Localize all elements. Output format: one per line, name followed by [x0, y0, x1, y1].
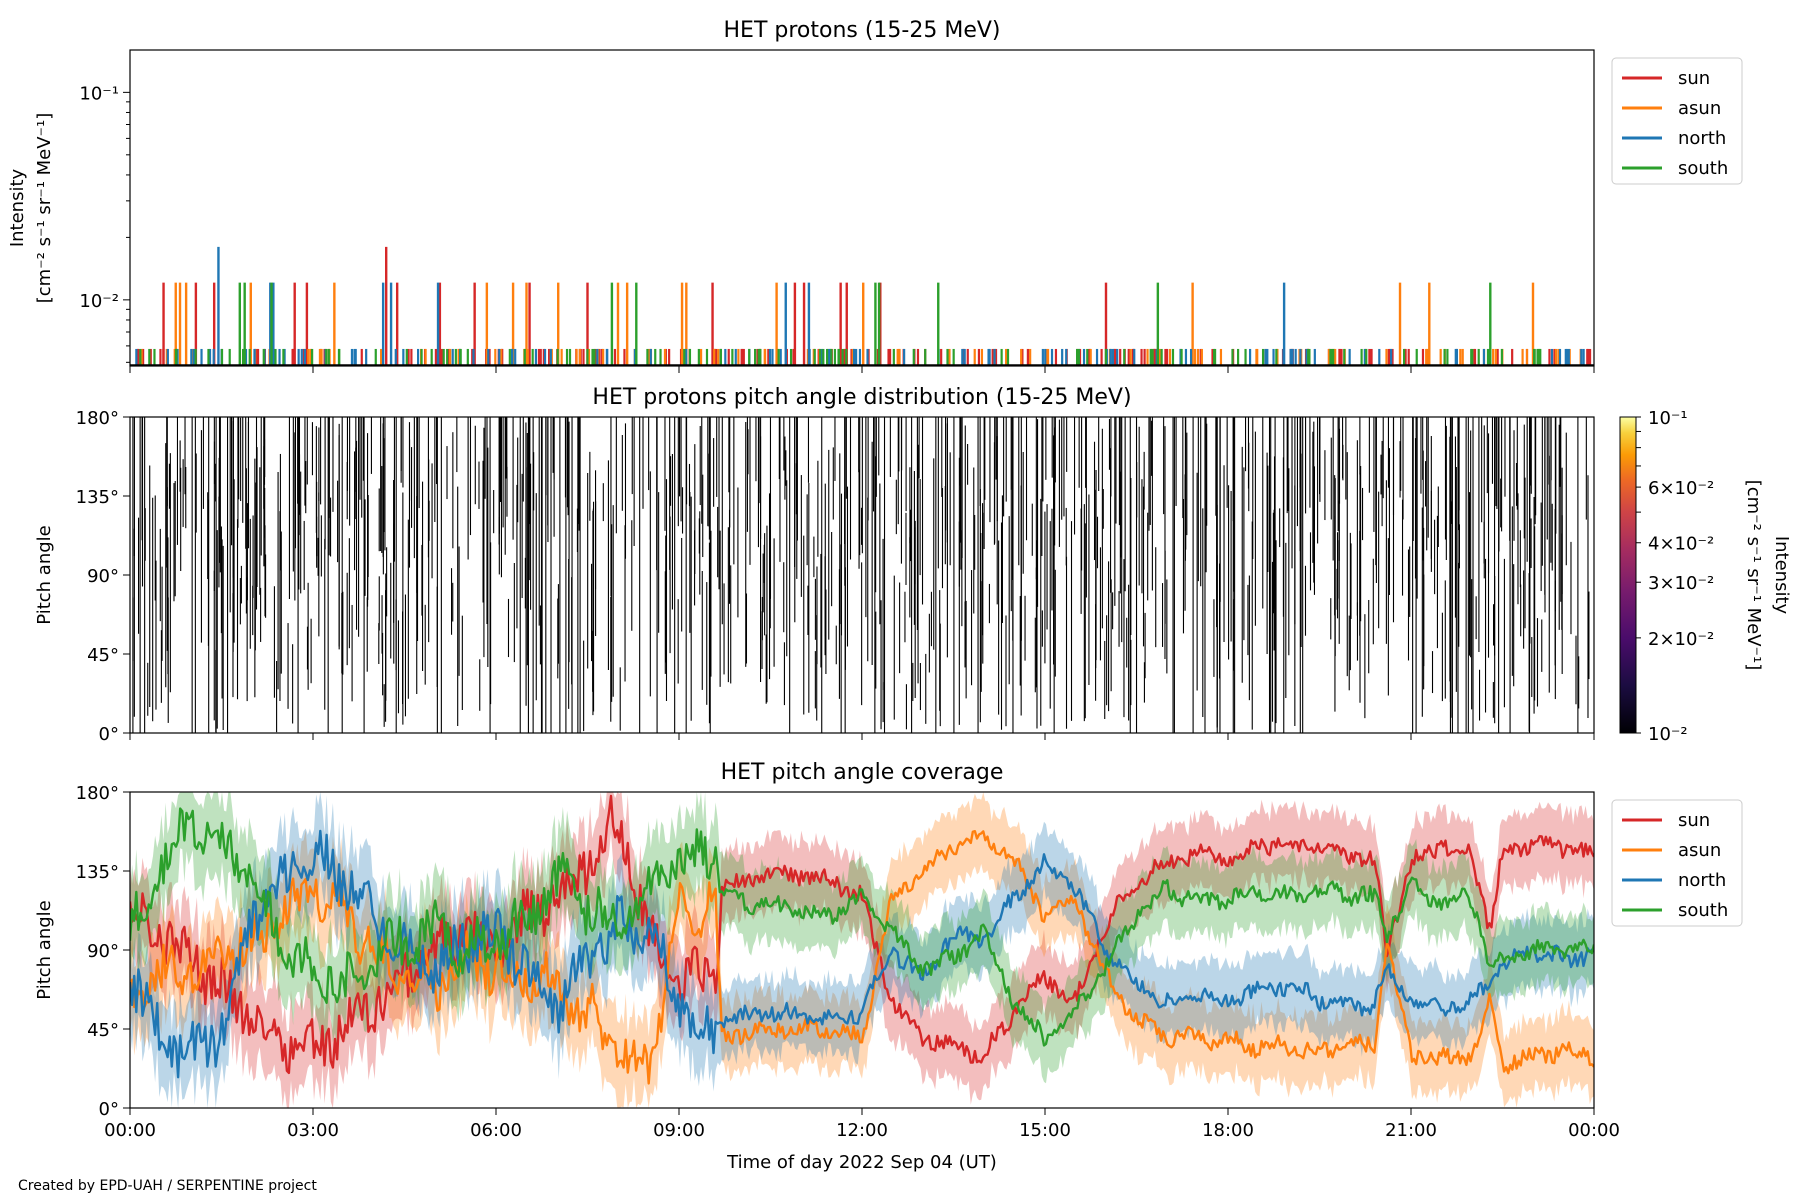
legend-label-asun: asun	[1678, 98, 1721, 119]
x-tick-label: 03:00	[287, 1120, 339, 1141]
y-tick-label: 135°	[76, 862, 119, 883]
legend-label-asun: asun	[1678, 840, 1721, 861]
panel1-legend: sun asun north south	[1611, 57, 1743, 185]
colorbar-label-line2: [cm⁻² s⁻¹ sr⁻¹ MeV⁻¹]	[1743, 480, 1764, 671]
colorbar-tick-label: 3×10⁻²	[1648, 573, 1714, 594]
y-tick-label: 90°	[87, 566, 119, 587]
legend-label-south: south	[1678, 900, 1728, 921]
y-tick-label: 135°	[76, 487, 119, 508]
legend-box	[1611, 57, 1743, 185]
panel2-data	[132, 417, 1590, 733]
x-tick-label: 18:00	[1202, 1120, 1254, 1141]
coverage-band-north	[130, 792, 1594, 1108]
colorbar-tick-label: 10⁻¹	[1648, 408, 1688, 429]
coverage-line-asun	[130, 830, 1594, 1085]
colorbar-label-line1: Intensity	[1771, 536, 1792, 615]
colorbar-tick-label: 6×10⁻²	[1648, 478, 1714, 499]
panel1-data	[130, 246, 1594, 366]
x-tick-label: 00:00	[1568, 1120, 1620, 1141]
colorbar	[1619, 416, 1637, 734]
panel2-ylabel: Pitch angle	[34, 525, 55, 624]
panel3-axes: 00:00 03:00 06:00 09:00 12:00 15:00 18:00 21:00…	[76, 783, 1620, 1141]
coverage-line-south	[130, 807, 1594, 1047]
colorbar-axis: 10⁻¹ 6×10⁻² 4×10⁻² 3×10⁻² 2×10⁻² 10⁻²	[1636, 408, 1714, 745]
legend-label-sun: sun	[1678, 68, 1710, 89]
panel1-ylabel-line2: [cm⁻² s⁻¹ sr⁻¹ MeV⁻¹]	[34, 113, 55, 304]
y-tick-label: 45°	[87, 1020, 119, 1041]
y-tick-label: 0°	[99, 1099, 119, 1120]
legend-box	[1611, 799, 1743, 927]
y-tick-label: 180°	[76, 783, 119, 804]
x-tick-label: 12:00	[836, 1120, 888, 1141]
footer-credit: Created by EPD-UAH / SERPENTINE project	[18, 1178, 317, 1194]
y-tick-label: 90°	[87, 941, 119, 962]
y-tick-label: 45°	[87, 645, 119, 666]
x-tick-label: 09:00	[653, 1120, 705, 1141]
panel2-title: HET protons pitch angle distribution (15…	[592, 385, 1131, 410]
coverage-line-sun	[130, 794, 1594, 1075]
panel3-legend: sun asun north south	[1611, 799, 1743, 927]
coverage-band-asun	[130, 792, 1594, 1108]
colorbar-tick-label: 2×10⁻²	[1648, 629, 1714, 650]
panel3-data	[130, 792, 1594, 1108]
y-tick-label: 0°	[99, 724, 119, 745]
panel1-title: HET protons (15-25 MeV)	[724, 18, 1001, 43]
x-tick-label: 06:00	[470, 1120, 522, 1141]
y-tick-label: 10⁻¹	[79, 83, 119, 104]
panel1-frame	[129, 49, 1595, 367]
x-tick-label: 15:00	[1019, 1120, 1071, 1141]
panel1-ylabel-line1: Intensity	[7, 168, 28, 247]
x-axis-label: Time of day 2022 Sep 04 (UT)	[726, 1152, 997, 1173]
y-tick-label: 10⁻²	[79, 291, 119, 312]
x-tick-label: 00:00	[104, 1120, 156, 1141]
colorbar-tick-label: 4×10⁻²	[1648, 534, 1714, 555]
coverage-band-sun	[130, 792, 1594, 1108]
x-tick-label: 21:00	[1385, 1120, 1437, 1141]
legend-label-south: south	[1678, 158, 1728, 179]
coverage-line-north	[130, 829, 1594, 1079]
panel3-ylabel: Pitch angle	[34, 900, 55, 999]
colorbar-tick-label: 10⁻²	[1648, 724, 1688, 745]
legend-label-north: north	[1678, 128, 1726, 149]
legend-label-north: north	[1678, 870, 1726, 891]
panel2-axes: 0° 45° 90° 135° 180°	[76, 408, 1595, 745]
coverage-band-south	[130, 792, 1594, 1084]
panel1-axes: 10⁻¹ 10⁻²	[79, 83, 1595, 373]
y-tick-label: 180°	[76, 408, 119, 429]
legend-label-sun: sun	[1678, 810, 1710, 831]
panel3-title: HET pitch angle coverage	[721, 760, 1004, 785]
